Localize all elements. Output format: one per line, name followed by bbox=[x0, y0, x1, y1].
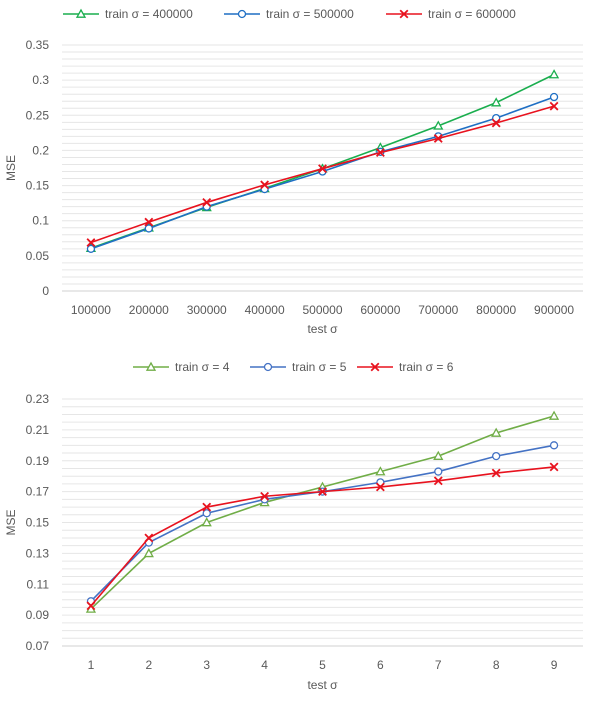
y-tick-label: 0.19 bbox=[26, 454, 50, 468]
data-point bbox=[260, 180, 270, 190]
x-tick-label: 300000 bbox=[187, 303, 227, 317]
data-point bbox=[492, 113, 501, 123]
data-point bbox=[492, 451, 501, 461]
legend-marker bbox=[263, 362, 273, 372]
legend-label: train σ = 4 bbox=[175, 360, 230, 374]
data-point bbox=[549, 462, 559, 472]
x-tick-label: 7 bbox=[435, 658, 442, 672]
y-tick-label: 0.15 bbox=[26, 179, 50, 193]
y-tick-label: 0 bbox=[42, 284, 49, 298]
data-point bbox=[144, 224, 153, 233]
x-tick-label: 100000 bbox=[71, 303, 111, 317]
legend-label: train σ = 5 bbox=[292, 360, 347, 374]
y-tick-label: 0.35 bbox=[26, 38, 50, 52]
data-point bbox=[318, 487, 327, 497]
y-tick-label: 0.09 bbox=[26, 608, 50, 622]
legend-marker bbox=[399, 9, 409, 19]
x-tick-label: 400000 bbox=[245, 303, 285, 317]
data-point bbox=[491, 118, 501, 128]
legend-label: train σ = 600000 bbox=[428, 7, 516, 21]
x-tick-label: 8 bbox=[493, 658, 500, 672]
data-point bbox=[491, 427, 502, 437]
y-tick-label: 0.2 bbox=[32, 143, 49, 157]
data-point bbox=[201, 517, 212, 527]
y-tick-label: 0.13 bbox=[26, 546, 50, 560]
data-point bbox=[548, 69, 560, 79]
x-tick-label: 6 bbox=[377, 658, 384, 672]
x-tick-label: 1 bbox=[88, 658, 95, 672]
data-point bbox=[144, 533, 154, 543]
y-axis-title: MSE bbox=[4, 155, 18, 181]
x-tick-label: 4 bbox=[261, 658, 268, 672]
x-tick-label: 600000 bbox=[360, 303, 400, 317]
data-point bbox=[491, 468, 501, 478]
data-point bbox=[434, 467, 443, 476]
data-point bbox=[433, 134, 443, 143]
data-point bbox=[375, 482, 385, 492]
data-point bbox=[202, 509, 211, 518]
legend-marker bbox=[75, 8, 87, 18]
x-tick-label: 800000 bbox=[476, 303, 516, 317]
data-point bbox=[549, 441, 559, 450]
y-tick-label: 0.05 bbox=[26, 249, 50, 263]
chart-bottom: 0.07 0.09 0.11 0.13 0.15 0.17 0.19 0.21 0.23 1 2 3 4… bbox=[4, 360, 583, 692]
x-axis-title: test σ bbox=[307, 678, 338, 692]
y-tick-label: 0.25 bbox=[26, 108, 50, 122]
legend-label: train σ = 6 bbox=[399, 360, 454, 374]
data-point bbox=[86, 244, 96, 253]
data-point bbox=[549, 92, 559, 102]
y-tick-label: 0.23 bbox=[26, 392, 50, 406]
legend-label: train σ = 400000 bbox=[105, 7, 193, 21]
data-point bbox=[548, 410, 560, 420]
data-point bbox=[433, 120, 444, 130]
data-point bbox=[375, 466, 386, 476]
chart-top: 0 0.05 0.1 0.15 0.2 0.25 0.3 0.35 100000 200000 30… bbox=[4, 7, 583, 336]
x-tick-label: 700000 bbox=[418, 303, 458, 317]
legend-marker bbox=[145, 361, 157, 371]
data-point bbox=[433, 450, 444, 460]
x-tick-label: 3 bbox=[203, 658, 210, 672]
y-tick-label: 0.1 bbox=[32, 214, 49, 228]
x-tick-label: 500000 bbox=[302, 303, 342, 317]
data-point bbox=[491, 97, 502, 107]
data-point bbox=[202, 502, 212, 512]
x-tick-label: 2 bbox=[145, 658, 152, 672]
x-axis-title: test σ bbox=[307, 322, 338, 336]
y-axis-title: MSE bbox=[4, 509, 18, 535]
data-point bbox=[433, 476, 443, 486]
y-tick-label: 0.17 bbox=[26, 485, 50, 499]
y-tick-label: 0.11 bbox=[27, 577, 50, 591]
data-point bbox=[375, 148, 385, 157]
y-tick-label: 0.15 bbox=[26, 516, 50, 530]
data-point bbox=[143, 548, 154, 558]
legend-marker bbox=[370, 362, 380, 372]
data-point bbox=[318, 164, 327, 174]
data-point bbox=[549, 101, 559, 111]
series-line bbox=[90, 73, 555, 249]
data-point bbox=[260, 491, 270, 501]
x-tick-label: 900000 bbox=[534, 303, 574, 317]
data-point bbox=[202, 198, 212, 207]
x-tick-label: 9 bbox=[551, 658, 558, 672]
legend-marker bbox=[237, 9, 247, 19]
data-point bbox=[144, 217, 154, 227]
legend-label: train σ = 500000 bbox=[266, 7, 354, 21]
y-tick-label: 0.21 bbox=[26, 423, 50, 437]
y-tick-label: 0.3 bbox=[32, 73, 49, 87]
data-point bbox=[86, 601, 96, 611]
y-tick-label: 0.07 bbox=[26, 639, 50, 653]
x-tick-label: 200000 bbox=[129, 303, 169, 317]
x-tick-label: 5 bbox=[319, 658, 326, 672]
data-point bbox=[86, 238, 96, 247]
